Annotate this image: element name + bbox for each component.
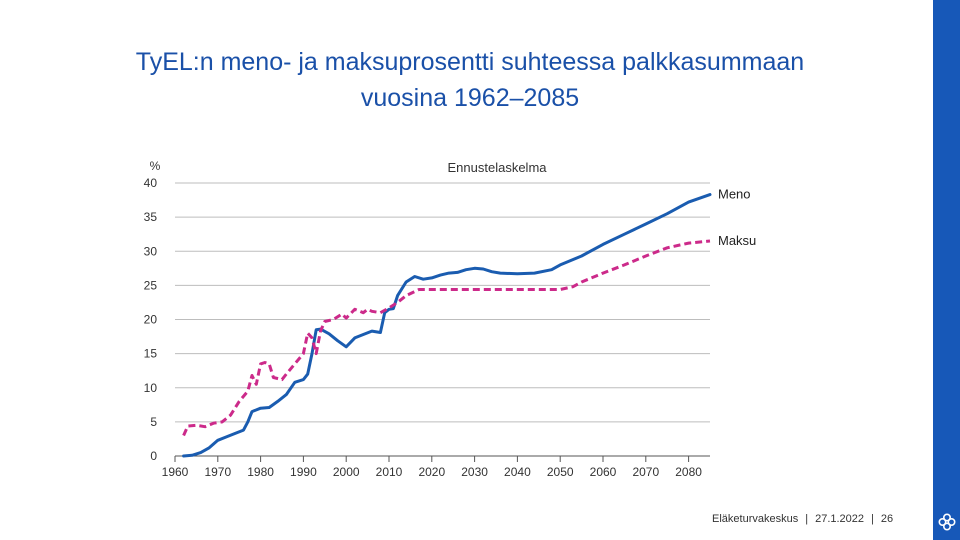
chart-title: Ennustelaskelma	[448, 160, 548, 175]
slide-title-line-1: TyEL:n meno- ja maksuprosentti suhteessa…	[135, 48, 805, 76]
series-line-meno	[182, 193, 712, 458]
footer: Eläketurvakeskus | 27.1.2022 | 26	[712, 513, 893, 525]
x-tick-label: 2000	[333, 465, 360, 479]
x-tick-label: 2050	[547, 465, 574, 479]
x-tick-label: 1970	[204, 465, 231, 479]
footer-organization: Eläketurvakeskus	[712, 513, 799, 525]
x-tick-label: 2070	[632, 465, 659, 479]
axes: 0 5 10 15 20 25 30 35 40 1960 1970 1980 1990 2000 2010…	[144, 176, 710, 479]
x-tick-label: 1990	[290, 465, 317, 479]
x-tick-label: 2020	[418, 465, 445, 479]
line-chart: % Ennustelaskelma 0 5 10 15 20 25 30 35 40 1960 19…	[144, 159, 757, 479]
slide-title: TyEL:n meno- ja maksuprosentti suhteessa…	[40, 44, 900, 116]
y-tick-label: 40	[144, 176, 158, 190]
footer-separator: |	[871, 513, 874, 525]
series-labels: Meno Maksu	[718, 187, 756, 248]
x-tick-label: 2080	[675, 465, 702, 479]
y-axis-unit-label: %	[150, 159, 161, 173]
y-tick-label: 10	[144, 381, 158, 395]
y-tick-label: 0	[150, 449, 157, 463]
footer-separator: |	[805, 513, 809, 525]
y-tick-label: 25	[144, 278, 158, 292]
y-tick-label: 5	[150, 415, 157, 429]
y-tick-label: 30	[144, 244, 158, 258]
x-tick-label: 2010	[376, 465, 403, 479]
series-label-maksu: Maksu	[718, 233, 756, 248]
y-tick-label: 20	[144, 313, 158, 327]
accent-side-bar	[933, 0, 960, 540]
x-tick-label: 2030	[461, 465, 488, 479]
flower-logo-icon	[938, 513, 956, 531]
y-tick-label: 35	[144, 210, 158, 224]
series	[182, 193, 712, 458]
slide-title-line-2: vuosina 1962–2085	[360, 84, 580, 112]
footer-page-number: 26	[880, 513, 894, 525]
footer-date: 27.1.2022	[815, 513, 865, 525]
series-label-meno: Meno	[718, 187, 751, 202]
series-line-maksu	[182, 239, 711, 437]
x-tick-label: 1980	[247, 465, 274, 479]
x-tick-label: 1960	[162, 465, 189, 479]
x-tick-label: 2060	[590, 465, 617, 479]
y-tick-label: 15	[144, 347, 158, 361]
x-tick-label: 2040	[504, 465, 531, 479]
gridlines	[175, 182, 710, 423]
